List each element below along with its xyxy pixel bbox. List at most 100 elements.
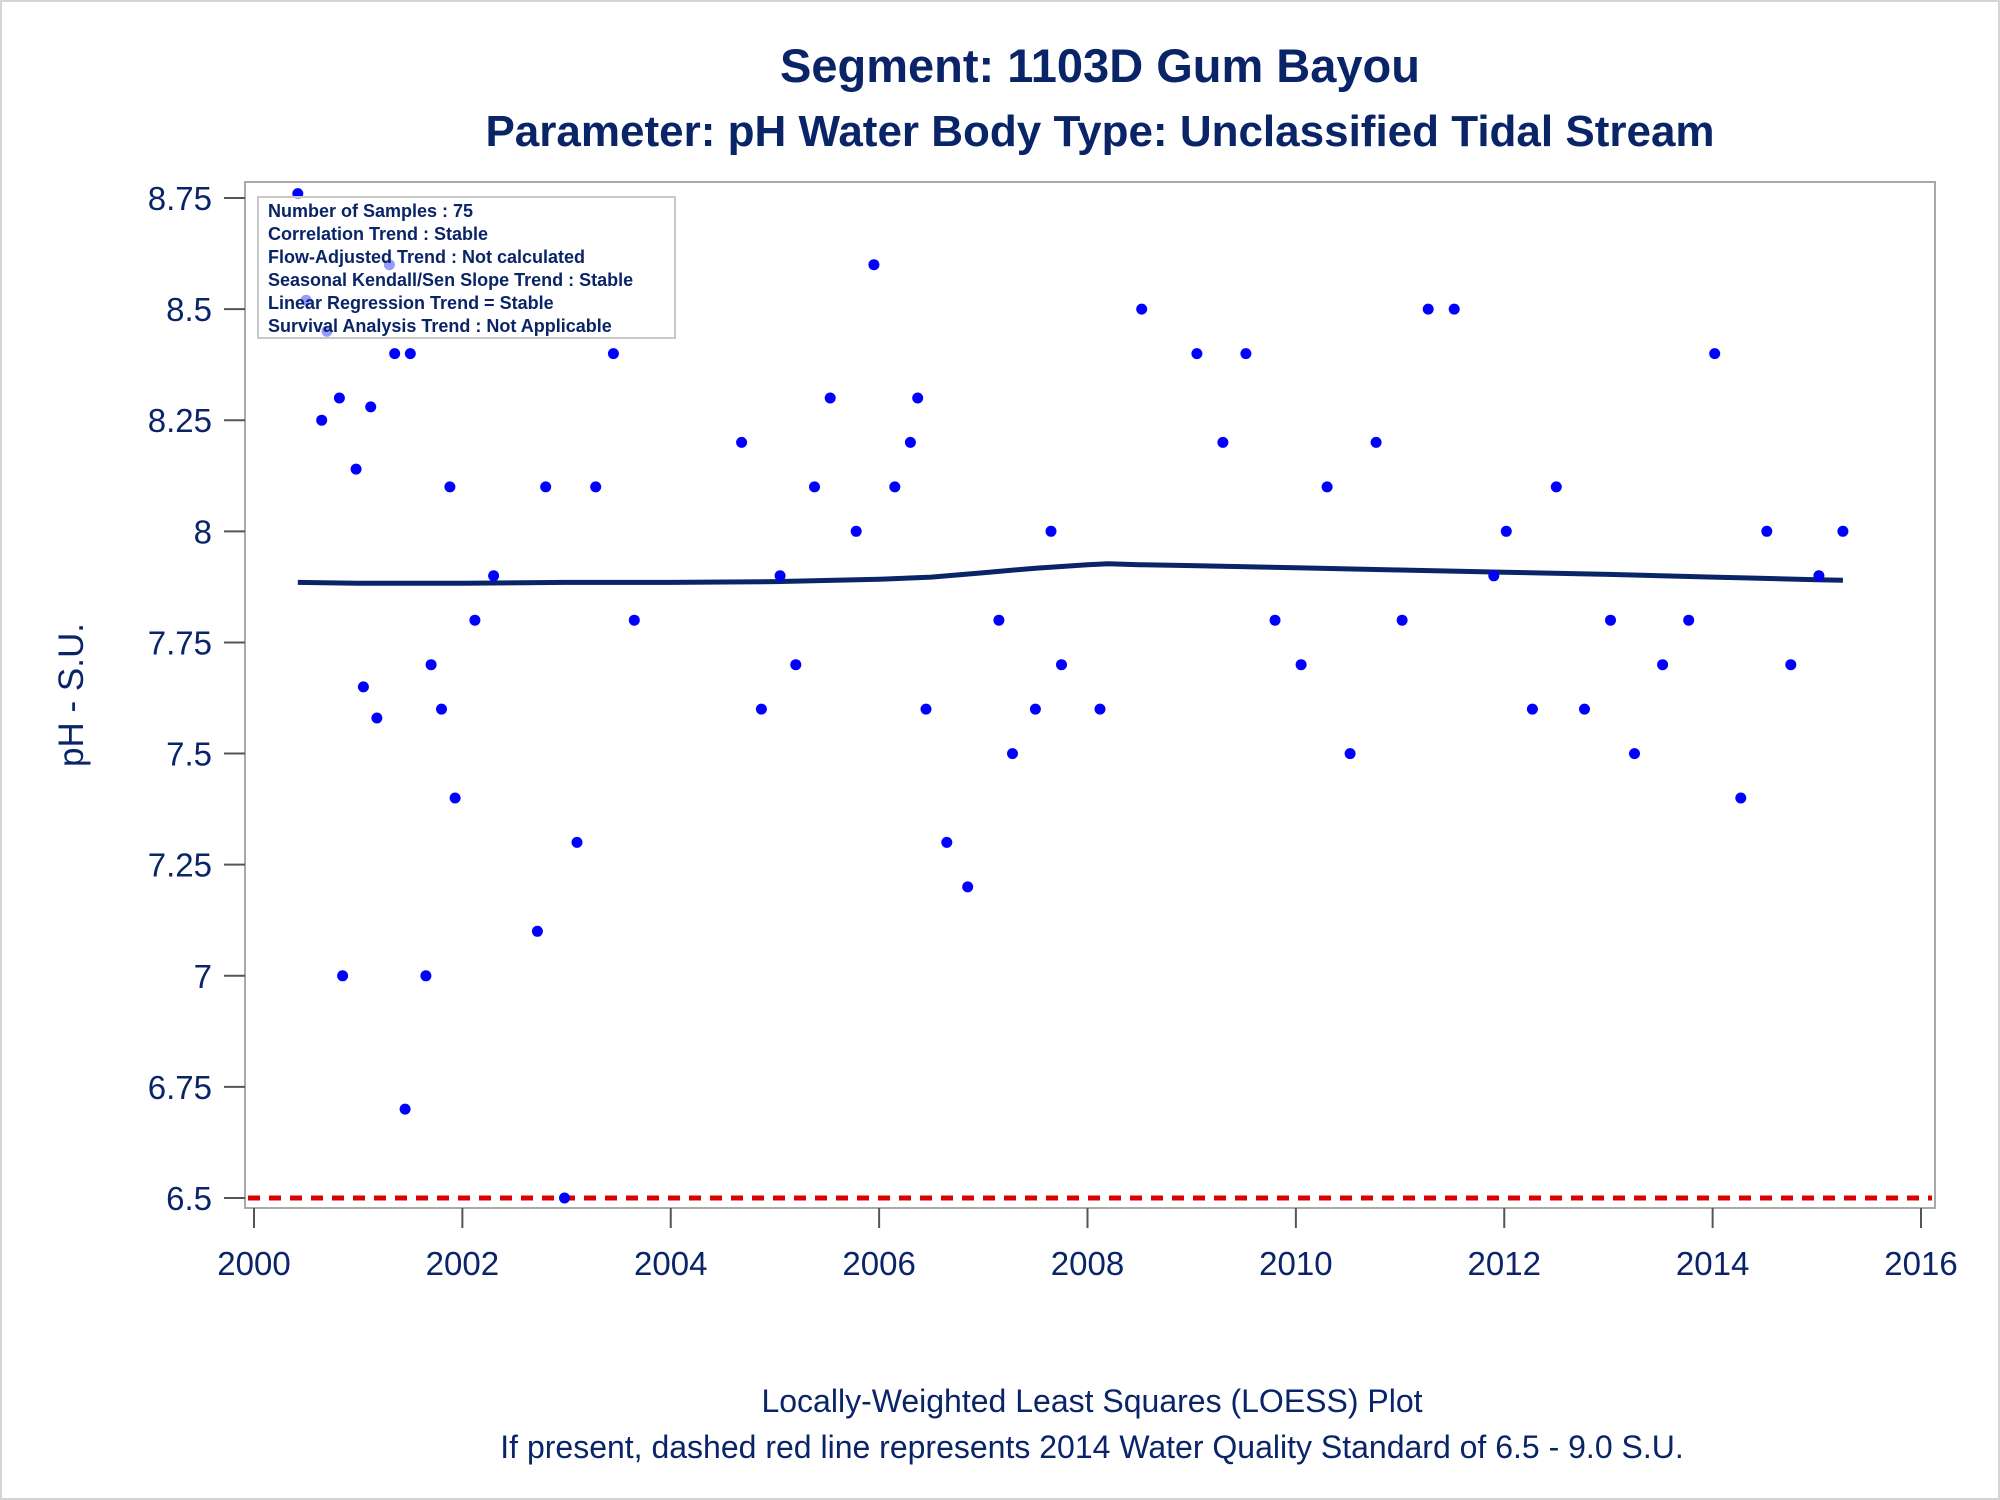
x-tick-label: 2012 bbox=[1468, 1245, 1541, 1282]
data-point bbox=[941, 836, 953, 848]
data-point bbox=[449, 792, 461, 804]
x-axis: 2000 2002 2004 2006 2008 2010 2012 2014 2016 bbox=[217, 1208, 1958, 1282]
data-point bbox=[1240, 348, 1252, 360]
data-point bbox=[404, 348, 416, 360]
plot-area-border bbox=[244, 181, 1936, 1209]
data-point bbox=[850, 525, 862, 537]
data-point bbox=[912, 392, 924, 404]
data-point bbox=[333, 392, 345, 404]
chart-subtitle: Parameter: pH Water Body Type: Unclassif… bbox=[485, 107, 1714, 156]
data-point bbox=[1344, 748, 1356, 760]
data-point bbox=[1007, 748, 1018, 760]
y-tick-label: 7.5 bbox=[166, 736, 212, 773]
inset-line-seasonal-kendall: Seasonal Kendall/Sen Slope Trend : Stabl… bbox=[268, 270, 633, 290]
data-point bbox=[790, 659, 802, 671]
data-point bbox=[1785, 659, 1797, 671]
inset-line-linear-regression: Linear Regression Trend = Stable bbox=[268, 293, 554, 313]
x-tick-label: 2016 bbox=[1884, 1245, 1957, 1282]
x-tick-label: 2000 bbox=[217, 1245, 290, 1282]
data-point bbox=[868, 259, 880, 271]
data-point bbox=[1045, 525, 1057, 537]
x-tick-label: 2008 bbox=[1051, 1245, 1124, 1282]
loess-line bbox=[297, 561, 1843, 586]
data-point bbox=[1683, 614, 1695, 626]
y-tick-label: 7.75 bbox=[148, 624, 212, 661]
data-point bbox=[350, 463, 362, 475]
y-axis: 6.5 6.75 7 7.25 7.5 7.75 8 8.25 8.5 8.75 bbox=[148, 180, 245, 1217]
data-point bbox=[1029, 703, 1041, 715]
data-point bbox=[1094, 703, 1106, 715]
data-point bbox=[904, 436, 916, 448]
data-point bbox=[436, 703, 447, 715]
data-point bbox=[607, 348, 619, 360]
y-tick-label: 6.75 bbox=[148, 1069, 212, 1106]
data-point bbox=[399, 1103, 411, 1115]
inset-line-survival: Survival Analysis Trend : Not Applicable bbox=[268, 316, 612, 336]
data-point bbox=[1321, 481, 1333, 493]
data-point bbox=[809, 481, 820, 493]
data-point bbox=[736, 436, 748, 448]
inset-line-correlation: Correlation Trend : Stable bbox=[268, 224, 488, 244]
data-point bbox=[774, 570, 786, 582]
y-tick-label: 7 bbox=[194, 958, 212, 995]
x-tick-label: 2010 bbox=[1259, 1245, 1332, 1282]
data-point bbox=[389, 348, 401, 360]
plot-content bbox=[248, 188, 1932, 1204]
data-point bbox=[420, 970, 432, 982]
chart-title: Segment: 1103D Gum Bayou bbox=[780, 39, 1420, 92]
data-point bbox=[1191, 348, 1203, 360]
data-point bbox=[962, 881, 974, 893]
footnote-loess: Locally-Weighted Least Squares (LOESS) P… bbox=[761, 1383, 1422, 1419]
data-point bbox=[1813, 570, 1825, 582]
x-tick-label: 2014 bbox=[1676, 1245, 1749, 1282]
data-point bbox=[1579, 703, 1590, 715]
x-tick-label: 2002 bbox=[426, 1245, 499, 1282]
x-tick-label: 2004 bbox=[634, 1245, 707, 1282]
data-point bbox=[993, 614, 1005, 626]
y-tick-label: 8 bbox=[194, 513, 212, 550]
data-point bbox=[1735, 792, 1747, 804]
data-point bbox=[559, 1192, 570, 1204]
data-point bbox=[316, 414, 328, 426]
data-point bbox=[1136, 303, 1148, 315]
data-point bbox=[1837, 525, 1849, 537]
inset-line-samples: Number of Samples : 75 bbox=[268, 201, 473, 221]
data-point bbox=[1500, 525, 1512, 537]
data-point bbox=[590, 481, 602, 493]
y-tick-label: 7.25 bbox=[148, 847, 212, 884]
data-point bbox=[1370, 436, 1382, 448]
data-point bbox=[920, 703, 932, 715]
data-point bbox=[628, 614, 640, 626]
data-point bbox=[1056, 659, 1067, 671]
y-tick-label: 8.75 bbox=[148, 180, 212, 217]
data-point bbox=[337, 970, 349, 982]
data-point bbox=[1396, 614, 1408, 626]
data-point bbox=[571, 836, 583, 848]
data-point bbox=[357, 681, 369, 693]
data-point bbox=[1422, 303, 1434, 315]
data-point bbox=[444, 481, 456, 493]
data-point bbox=[371, 712, 383, 724]
y-tick-label: 8.25 bbox=[148, 402, 212, 439]
data-point bbox=[1550, 481, 1562, 493]
data-point bbox=[1761, 525, 1773, 537]
data-point bbox=[469, 614, 481, 626]
data-point bbox=[1217, 436, 1229, 448]
y-axis-title: pH - S.U. bbox=[52, 623, 91, 767]
data-point bbox=[1526, 703, 1538, 715]
trend-inset: Number of Samples : 75 Correlation Trend… bbox=[257, 196, 676, 339]
y-tick-label: 8.5 bbox=[166, 291, 212, 328]
data-point bbox=[1448, 303, 1460, 315]
data-point bbox=[488, 570, 500, 582]
footnote-standard: If present, dashed red line represents 2… bbox=[500, 1429, 1683, 1465]
data-point bbox=[540, 481, 552, 493]
data-point bbox=[1605, 614, 1616, 626]
data-point bbox=[889, 481, 901, 493]
data-point bbox=[1295, 659, 1307, 671]
data-point bbox=[531, 925, 543, 937]
x-tick-label: 2006 bbox=[842, 1245, 915, 1282]
inset-line-flow-adjusted: Flow-Adjusted Trend : Not calculated bbox=[268, 247, 585, 267]
y-tick-label: 6.5 bbox=[166, 1180, 212, 1217]
